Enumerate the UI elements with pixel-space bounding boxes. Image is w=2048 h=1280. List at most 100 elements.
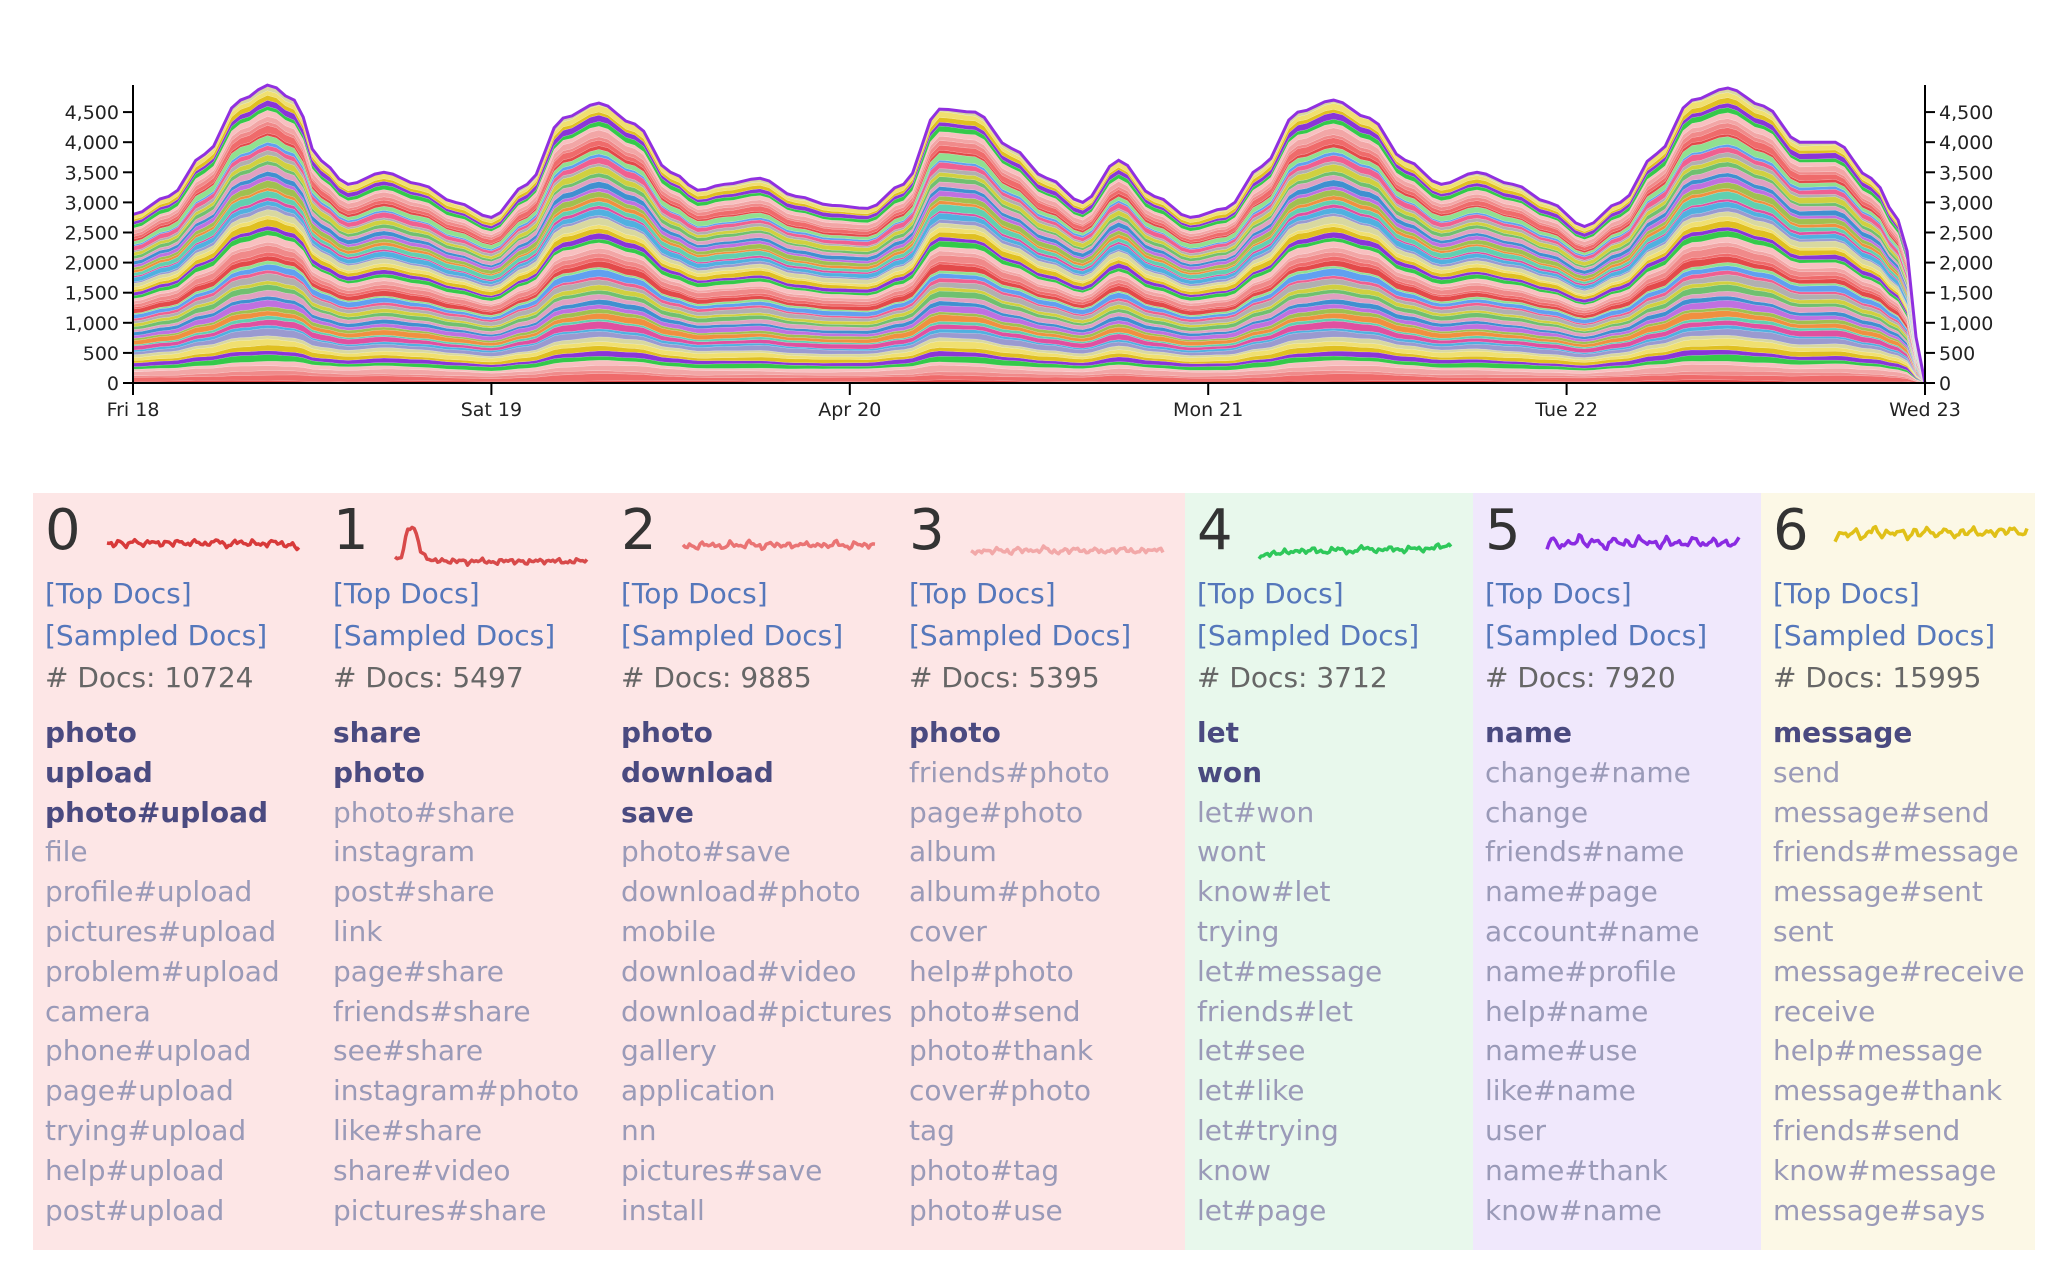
term-item: friends#name [1485, 835, 1685, 869]
term-item: post#share [333, 875, 495, 909]
topic-sparkline [106, 537, 301, 552]
left-y-tick-label-0: 0 [107, 373, 119, 395]
term-item: let#like [1197, 1074, 1305, 1108]
sampled-docs-link[interactable]: [Sampled Docs] [333, 619, 556, 652]
term-item: message [1773, 716, 1913, 749]
topic-header: 3 [909, 493, 1185, 573]
top-docs-link[interactable]: [Top Docs] [333, 577, 480, 610]
top-docs-link[interactable]: [Top Docs] [1773, 577, 1920, 610]
term-item: photo [909, 716, 1001, 749]
term-item: message#thank [1773, 1074, 2003, 1108]
left-y-tick-label-4: 2,000 [65, 253, 119, 275]
term-list: share photo photo#share instagram post#share… [333, 713, 609, 1230]
term-item: page#upload [45, 1074, 234, 1108]
doc-count: # Docs: 5395 [909, 661, 1100, 694]
term-item: download [621, 755, 774, 789]
term-item: know [1197, 1153, 1271, 1187]
term-item: phone#upload [45, 1034, 252, 1068]
sampled-docs-link[interactable]: [Sampled Docs] [909, 619, 1132, 652]
left-y-tick-label-7: 3,500 [65, 162, 119, 184]
term-item: sent [1773, 914, 1834, 948]
term-item: help#photo [909, 954, 1074, 988]
term-item: friends#send [1773, 1113, 1961, 1147]
topic-column-4: 4 [Top Docs] [Sampled Docs] # Docs: 3712 let… [1185, 493, 1473, 1250]
sparkline-path [393, 525, 589, 567]
term-item: let#won [1197, 795, 1315, 829]
term-list: photo download save photo#save download#phot… [621, 713, 897, 1230]
term-item: install [621, 1193, 705, 1227]
topic-header: 6 [1773, 493, 2035, 573]
term-item: tag [909, 1113, 955, 1147]
term-item: photo#thank [909, 1034, 1094, 1068]
right-y-tick-label-9: 4,500 [1939, 102, 1993, 124]
sparkline-path [1257, 542, 1453, 560]
topic-column-1: 1 [Top Docs] [Sampled Docs] # Docs: 5497 sha… [321, 493, 609, 1250]
area-band-24 [132, 260, 1926, 384]
top-docs-link[interactable]: [Top Docs] [45, 577, 192, 610]
x-tick-label-1: Sat 19 [461, 399, 522, 421]
left-y-tick-label-9: 4,500 [65, 102, 119, 124]
sampled-docs-link[interactable]: [Sampled Docs] [1197, 619, 1420, 652]
topic-header: 1 [333, 493, 609, 573]
term-item: nn [621, 1113, 657, 1147]
sampled-docs-link[interactable]: [Sampled Docs] [1485, 619, 1708, 652]
term-item: name [1485, 716, 1572, 749]
term-item: mobile [621, 914, 716, 948]
topic-sparkline [1833, 524, 2029, 543]
topic-column-0: 0 [Top Docs] [Sampled Docs] # Docs: 10724 ph… [33, 493, 321, 1250]
term-item: change#name [1485, 755, 1691, 789]
term-item: problem#upload [45, 954, 280, 988]
term-item: message#says [1773, 1193, 1986, 1227]
topic-id: 6 [1773, 498, 1809, 563]
left-y-tick-label-1: 500 [83, 343, 119, 365]
term-item: user [1485, 1113, 1547, 1147]
term-item: wont [1197, 835, 1266, 869]
term-item: message#receive [1773, 954, 2025, 988]
topic-id: 3 [909, 498, 945, 563]
doc-count: # Docs: 7920 [1485, 661, 1676, 694]
right-y-tick-label-0: 0 [1939, 373, 1951, 395]
term-item: pictures#share [333, 1193, 547, 1227]
term-item: account#name [1485, 914, 1700, 948]
term-list: photo friends#photo page#photo album album#p… [909, 713, 1185, 1230]
doc-count: # Docs: 9885 [621, 661, 812, 694]
area-band-6 [132, 349, 1926, 384]
term-item: help#message [1773, 1034, 1983, 1068]
x-tick-label-0: Fri 18 [107, 399, 160, 421]
top-docs-link[interactable]: [Top Docs] [909, 577, 1056, 610]
left-y-tick-label-5: 2,500 [65, 222, 119, 244]
term-item: let [1197, 716, 1239, 749]
term-item: help#name [1485, 994, 1649, 1028]
term-item: camera [45, 994, 151, 1028]
right-y-tick-label-1: 500 [1939, 343, 1975, 365]
left-y-tick-label-2: 1,000 [65, 313, 119, 335]
top-docs-link[interactable]: [Top Docs] [1485, 577, 1632, 610]
term-list: photo upload photo#upload file profile#uploa… [45, 713, 321, 1230]
term-item: profile#upload [45, 875, 253, 909]
sampled-docs-link[interactable]: [Sampled Docs] [45, 619, 268, 652]
term-item: photo [621, 716, 713, 749]
stacked-area-chart: 0 0 500 500 1,000 1,000 1,500 1,500 2,000 2,000 2,… [0, 0, 2048, 430]
doc-count: # Docs: 15995 [1773, 661, 1982, 694]
topic-column-3: 3 [Top Docs] [Sampled Docs] # Docs: 5395 pho… [897, 493, 1185, 1250]
top-docs-link[interactable]: [Top Docs] [621, 577, 768, 610]
term-item: share [333, 716, 422, 749]
top-docs-link[interactable]: [Top Docs] [1197, 577, 1344, 610]
term-list: message send message#send friends#message me… [1773, 713, 2035, 1230]
term-item: let#see [1197, 1034, 1306, 1068]
term-item: know#message [1773, 1153, 1997, 1187]
sparkline-path [1545, 533, 1741, 552]
left-y-tick-label-8: 4,000 [65, 132, 119, 154]
sparkline-path [970, 544, 1165, 556]
term-item: upload [45, 755, 153, 789]
term-item: photo#share [333, 795, 515, 829]
sparkline-path [106, 537, 301, 552]
doc-count: # Docs: 5497 [333, 661, 524, 694]
sampled-docs-link[interactable]: [Sampled Docs] [621, 619, 844, 652]
term-item: application [621, 1074, 776, 1108]
term-item: friends#let [1197, 994, 1353, 1028]
topic-sparkline [1257, 542, 1453, 560]
term-item: album [909, 835, 997, 869]
sampled-docs-link[interactable]: [Sampled Docs] [1773, 619, 1996, 652]
term-item: pictures#upload [45, 914, 277, 948]
